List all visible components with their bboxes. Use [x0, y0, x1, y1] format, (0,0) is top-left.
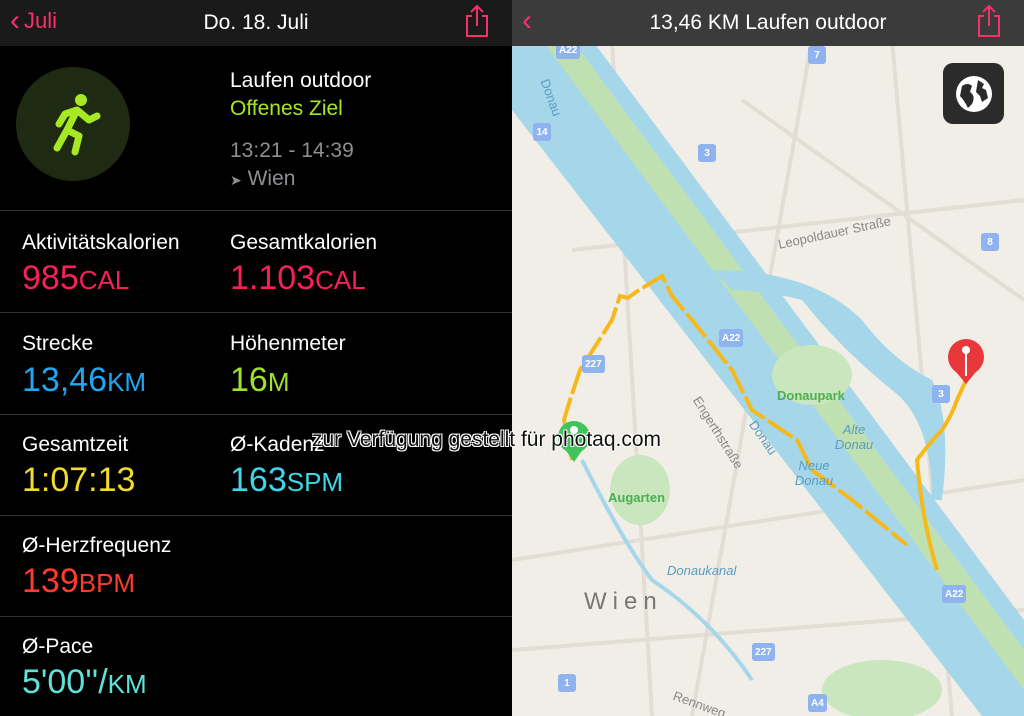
metric-value: 1:07:13 — [22, 461, 136, 499]
route-map-panel[interactable]: Leopoldauer Straße Donaupark Alte Donau … — [512, 0, 1024, 716]
map-label: Neue Donau — [794, 458, 834, 488]
back-button[interactable]: ‹ Juli — [10, 6, 57, 36]
start-pin — [558, 421, 590, 462]
metric-row: Ø-Herzfrequenz 139BPM — [0, 515, 512, 616]
road-shield: 1 — [558, 674, 576, 692]
share-icon[interactable] — [976, 4, 1002, 38]
road-shield: A22 — [719, 329, 744, 347]
metric-label: Gesamtkalorien — [230, 231, 378, 254]
workout-name: Laufen outdoor — [230, 69, 372, 92]
road-shield: 227 — [752, 643, 775, 661]
road-shield: A4 — [808, 694, 827, 712]
end-pin — [948, 339, 984, 384]
donaukanal — [580, 459, 754, 682]
route-line — [914, 377, 969, 571]
location-arrow-icon: ➤ — [230, 172, 242, 188]
workout-summary-panel: ‹ Juli Do. 18. Juli Laufen outdoor Offene… — [0, 0, 512, 716]
watermark: zur Verfügung gestellt für photaq.com — [312, 428, 662, 451]
map-label: Donaupark — [777, 388, 845, 403]
back-button[interactable]: ‹ — [522, 6, 532, 36]
metric-value: 139BPM — [22, 562, 136, 600]
running-figure-icon — [53, 94, 101, 156]
map-label: Augarten — [608, 490, 666, 505]
metric-value: 13,46KM — [22, 361, 147, 399]
metric-label: Aktivitätskalorien — [22, 231, 180, 254]
road-shield: 3 — [698, 144, 716, 162]
metric-value: 5'00''/KM — [22, 663, 147, 701]
share-icon[interactable] — [464, 4, 490, 38]
metric-row: Aktivitätskalorien 985CAL Gesamtkalorien… — [0, 210, 512, 312]
map-label: Wien — [584, 588, 663, 615]
header: ‹ Juli Do. 18. Juli — [0, 0, 512, 46]
metric-value: 985CAL — [22, 259, 130, 297]
metric-label: Ø-Herzfrequenz — [22, 534, 172, 557]
chevron-left-icon: ‹ — [522, 4, 532, 37]
metric-label: Strecke — [22, 332, 94, 355]
road-shield: 7 — [808, 46, 826, 64]
workout-time: 13:21 - 14:39 — [230, 139, 354, 162]
page-title: Do. 18. Juli — [203, 11, 309, 34]
metric-label: Ø-Kadenz — [230, 433, 325, 456]
metric-label: Ø-Pace — [22, 635, 94, 658]
metric-value: 16M — [230, 361, 290, 399]
back-label: Juli — [24, 8, 58, 33]
metric-label: Höhenmeter — [230, 332, 346, 355]
map-label: Donaukanal — [667, 563, 737, 578]
workout-icon — [16, 67, 130, 181]
metric-value: 163SPM — [230, 461, 344, 499]
road-shield: 3 — [932, 385, 950, 403]
metric-value: 1.103CAL — [230, 259, 366, 297]
alte-donau — [712, 270, 946, 500]
map-header: ‹ 13,46 KM Laufen outdoor — [512, 0, 1024, 46]
route-map[interactable] — [512, 0, 1024, 716]
map-title: 13,46 KM Laufen outdoor — [649, 11, 887, 34]
globe-icon — [955, 75, 992, 112]
metric-row: Ø-Pace 5'00''/KM — [0, 616, 512, 716]
workout-location: Wien — [247, 167, 296, 190]
route-line — [561, 273, 909, 547]
map-label: Alte Donau — [834, 422, 874, 452]
road-shield: 8 — [981, 233, 999, 251]
metric-row: Strecke 13,46KM Höhenmeter 16M — [0, 312, 512, 414]
map-type-button[interactable] — [943, 63, 1004, 124]
donau-river — [512, 40, 1024, 716]
road-shield: 14 — [533, 123, 551, 141]
metric-label: Gesamtzeit — [22, 433, 129, 456]
metric-row: Gesamtzeit 1:07:13 Ø-Kadenz 163SPM — [0, 414, 512, 515]
road-shield: 227 — [582, 355, 605, 373]
chevron-left-icon: ‹ — [10, 4, 20, 37]
workout-goal: Offenes Ziel — [230, 97, 343, 120]
road-shield: A22 — [942, 585, 967, 603]
